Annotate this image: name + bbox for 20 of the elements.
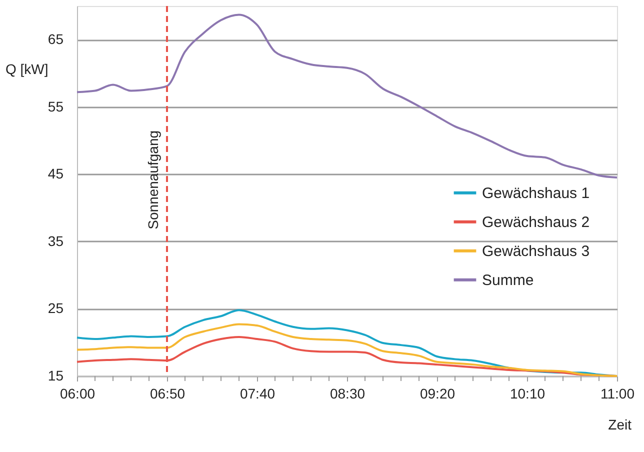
y-tick-label: 65 <box>48 31 64 48</box>
y-axis-title: Q [kW] <box>6 60 48 77</box>
y-tick-label: 25 <box>48 300 64 316</box>
x-tick-label: 10:10 <box>510 386 546 402</box>
y-tick-label: 15 <box>48 368 64 384</box>
ref-line-label: Sonnenaufgang <box>144 130 161 230</box>
x-axis-title: Zeit <box>608 416 632 432</box>
legend-label: Gewächshaus 3 <box>482 242 590 260</box>
x-tick-label: 08:30 <box>330 386 366 402</box>
y-tick-label: 45 <box>48 166 64 182</box>
x-tick-label: 11:00 <box>600 386 635 402</box>
legend-label: Gewächshaus 2 <box>482 214 590 231</box>
y-tick-label: 55 <box>48 98 64 114</box>
y-tick-label: 35 <box>48 232 64 249</box>
legend-label: Summe <box>482 272 534 289</box>
x-tick-label: 06:00 <box>60 386 96 402</box>
x-tick-label: 07:40 <box>240 386 276 402</box>
x-tick-label: 06:50 <box>150 386 186 402</box>
legend-label: Gewächshaus 1 <box>482 184 590 202</box>
x-tick-label: 09:20 <box>420 386 456 402</box>
